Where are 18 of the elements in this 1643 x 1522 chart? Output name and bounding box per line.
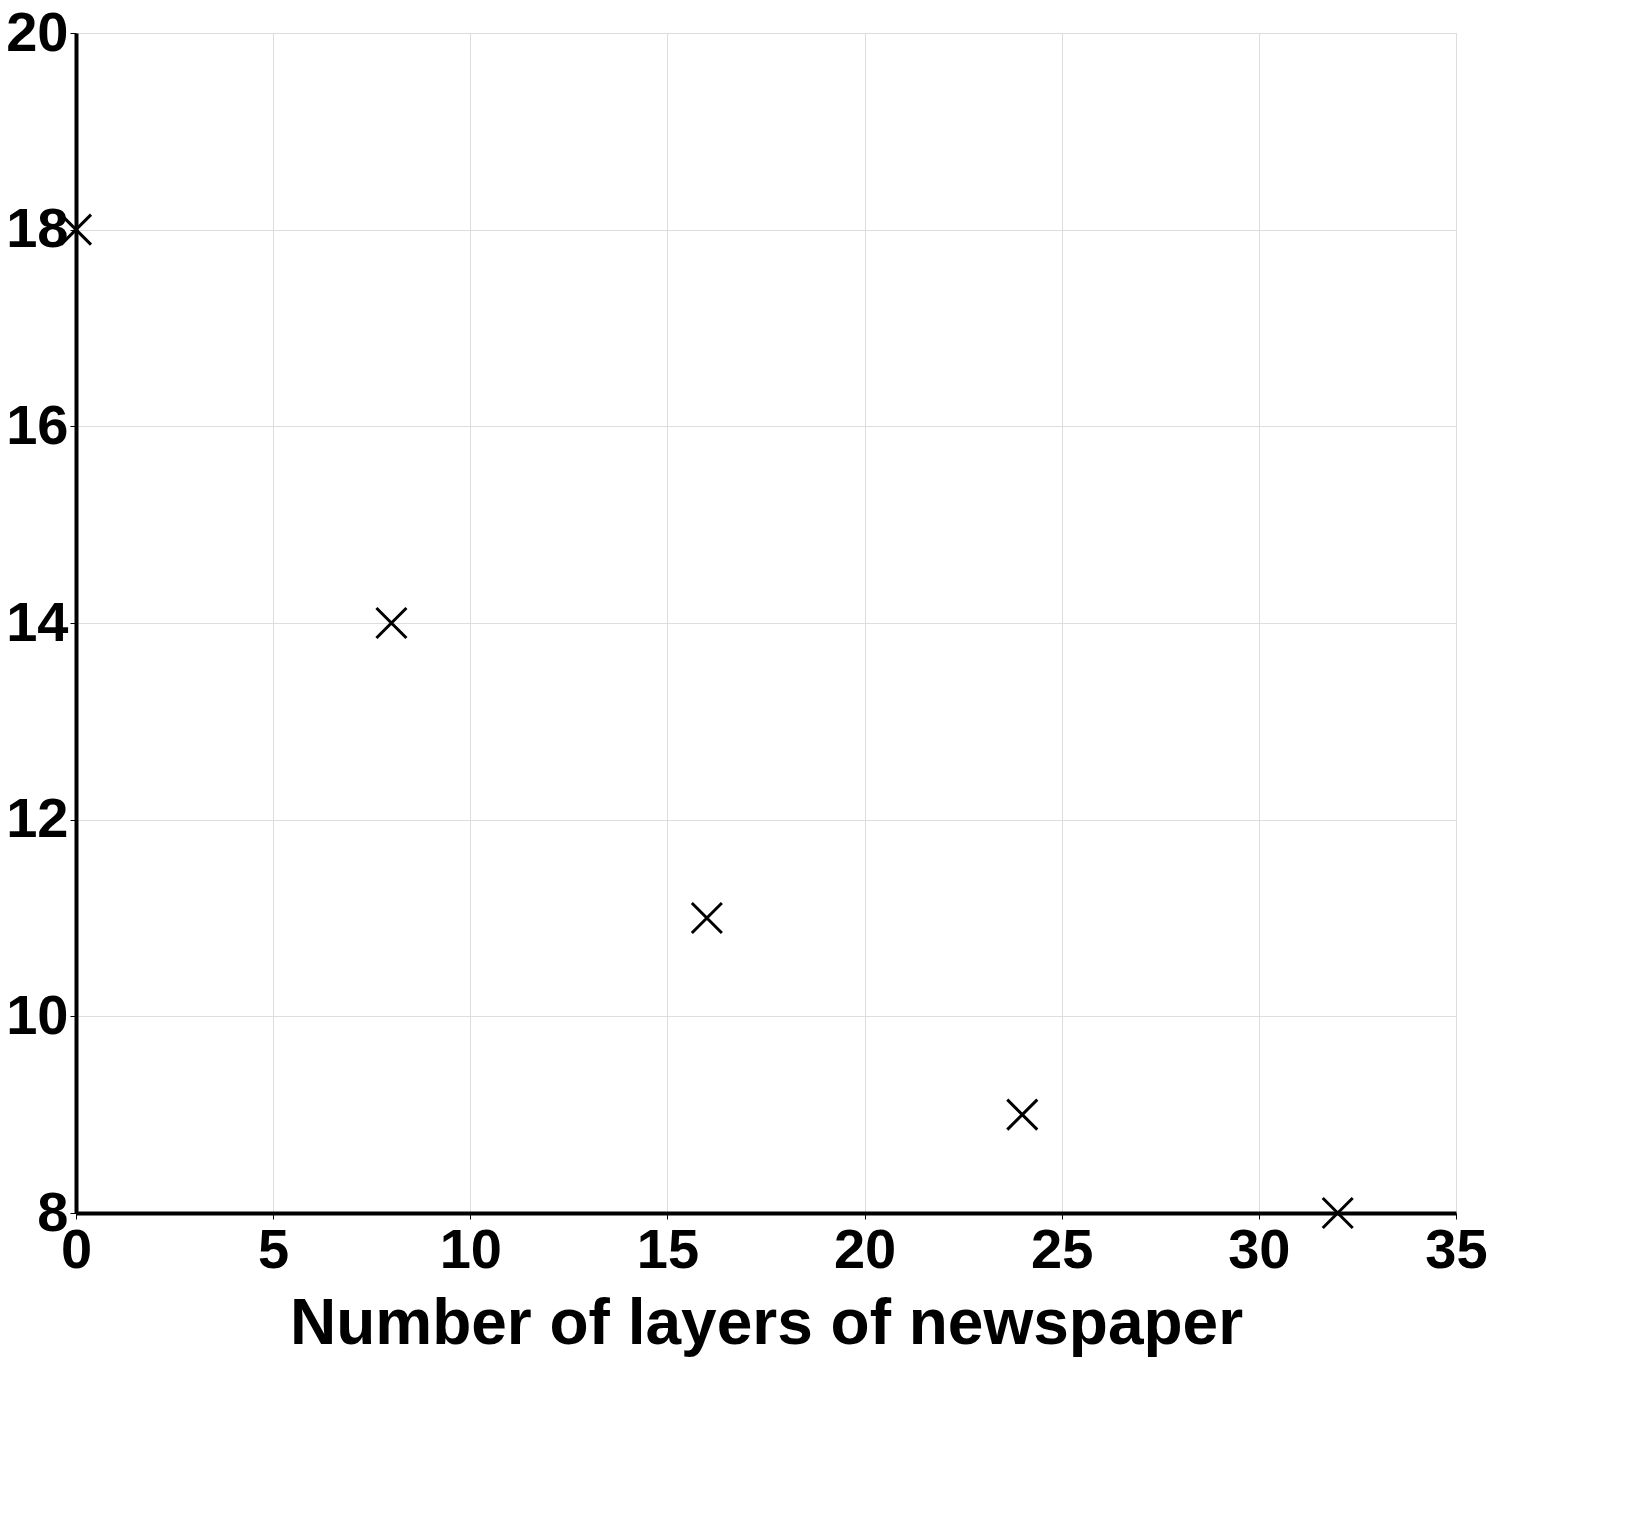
x-tick-label: 5 — [258, 1216, 290, 1280]
point — [1005, 1098, 1039, 1132]
y-tick-label: 10 — [6, 982, 69, 1046]
point — [690, 901, 724, 935]
y-tick-label: 20 — [6, 0, 69, 63]
point — [374, 606, 408, 640]
y-tick-label: 16 — [6, 392, 69, 456]
y-tick-label: 12 — [6, 786, 69, 850]
x-tick-label: 15 — [636, 1216, 700, 1280]
x-axis-title: Number of layers of newspaper — [289, 1285, 1244, 1358]
x-tick-label: 20 — [833, 1216, 897, 1280]
x-tick-label: 10 — [439, 1216, 502, 1280]
y-tick-label: 18 — [6, 196, 69, 260]
x-tick-label: 30 — [1228, 1216, 1291, 1280]
y-tick-label: 14 — [6, 589, 69, 653]
x-tick-label: 35 — [1425, 1216, 1488, 1280]
x-tick-label: 25 — [1031, 1216, 1094, 1280]
point — [1321, 1196, 1355, 1230]
